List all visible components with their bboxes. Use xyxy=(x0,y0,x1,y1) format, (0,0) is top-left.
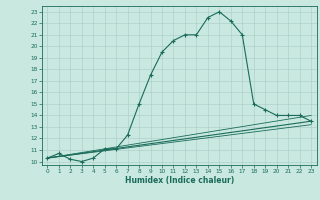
X-axis label: Humidex (Indice chaleur): Humidex (Indice chaleur) xyxy=(124,176,234,185)
